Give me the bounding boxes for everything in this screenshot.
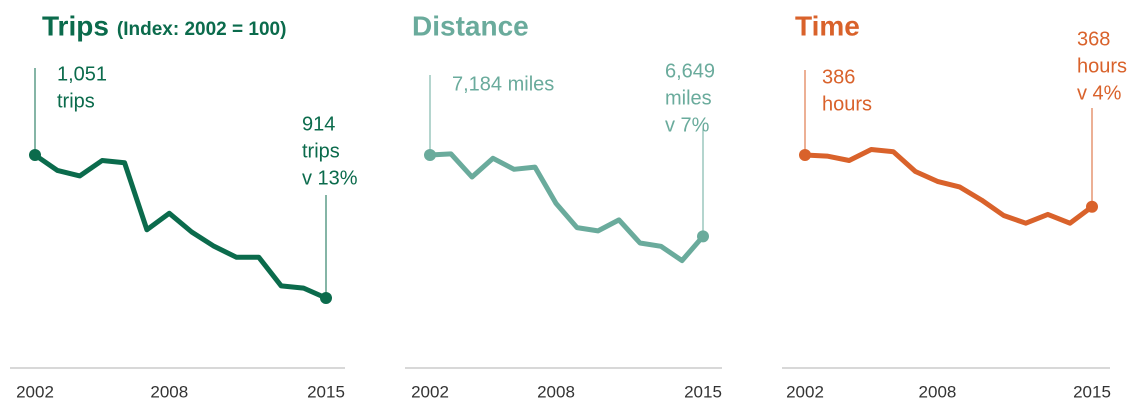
x-tick-label: 2015 [684, 382, 722, 401]
end-point [320, 292, 332, 304]
line [429, 151, 705, 264]
end-point [424, 149, 436, 161]
end-label: 914 [302, 113, 335, 135]
end-point [1086, 200, 1098, 213]
start-label: 7,184 miles [452, 73, 554, 95]
x-tick-label: 2002 [16, 382, 54, 401]
x-tick-label: 2008 [150, 382, 188, 401]
chart-title: Time [795, 10, 860, 41]
end-point [799, 149, 811, 161]
start-label: trips [57, 90, 95, 112]
end-label: 368 [1077, 28, 1110, 50]
end-point [29, 149, 41, 161]
start-label: 1,051 [57, 63, 107, 85]
x-tick-label: 2008 [919, 382, 957, 401]
line [804, 147, 1094, 226]
chart-subtitle: (Index: 2002 = 100) [117, 19, 287, 40]
chart-title: Distance [412, 10, 529, 41]
end-label: hours [1077, 55, 1127, 77]
x-tick-label: 2015 [1073, 382, 1111, 401]
x-tick-label: 2002 [786, 382, 824, 401]
x-tick-label: 2008 [537, 382, 575, 401]
x-tick-label: 2002 [411, 382, 449, 401]
end-label: v 4% [1077, 82, 1122, 104]
end-label: v 7% [665, 114, 710, 136]
start-label: 386 [822, 66, 855, 88]
line [33, 152, 328, 301]
end-label: v 13% [302, 167, 358, 189]
chart-title: Trips [42, 10, 109, 41]
end-point [697, 230, 709, 243]
start-label: hours [822, 93, 872, 115]
end-label: trips [302, 140, 340, 162]
end-label: 6,649 [665, 60, 715, 82]
end-label: miles [665, 87, 712, 109]
x-tick-label: 2015 [307, 382, 345, 401]
